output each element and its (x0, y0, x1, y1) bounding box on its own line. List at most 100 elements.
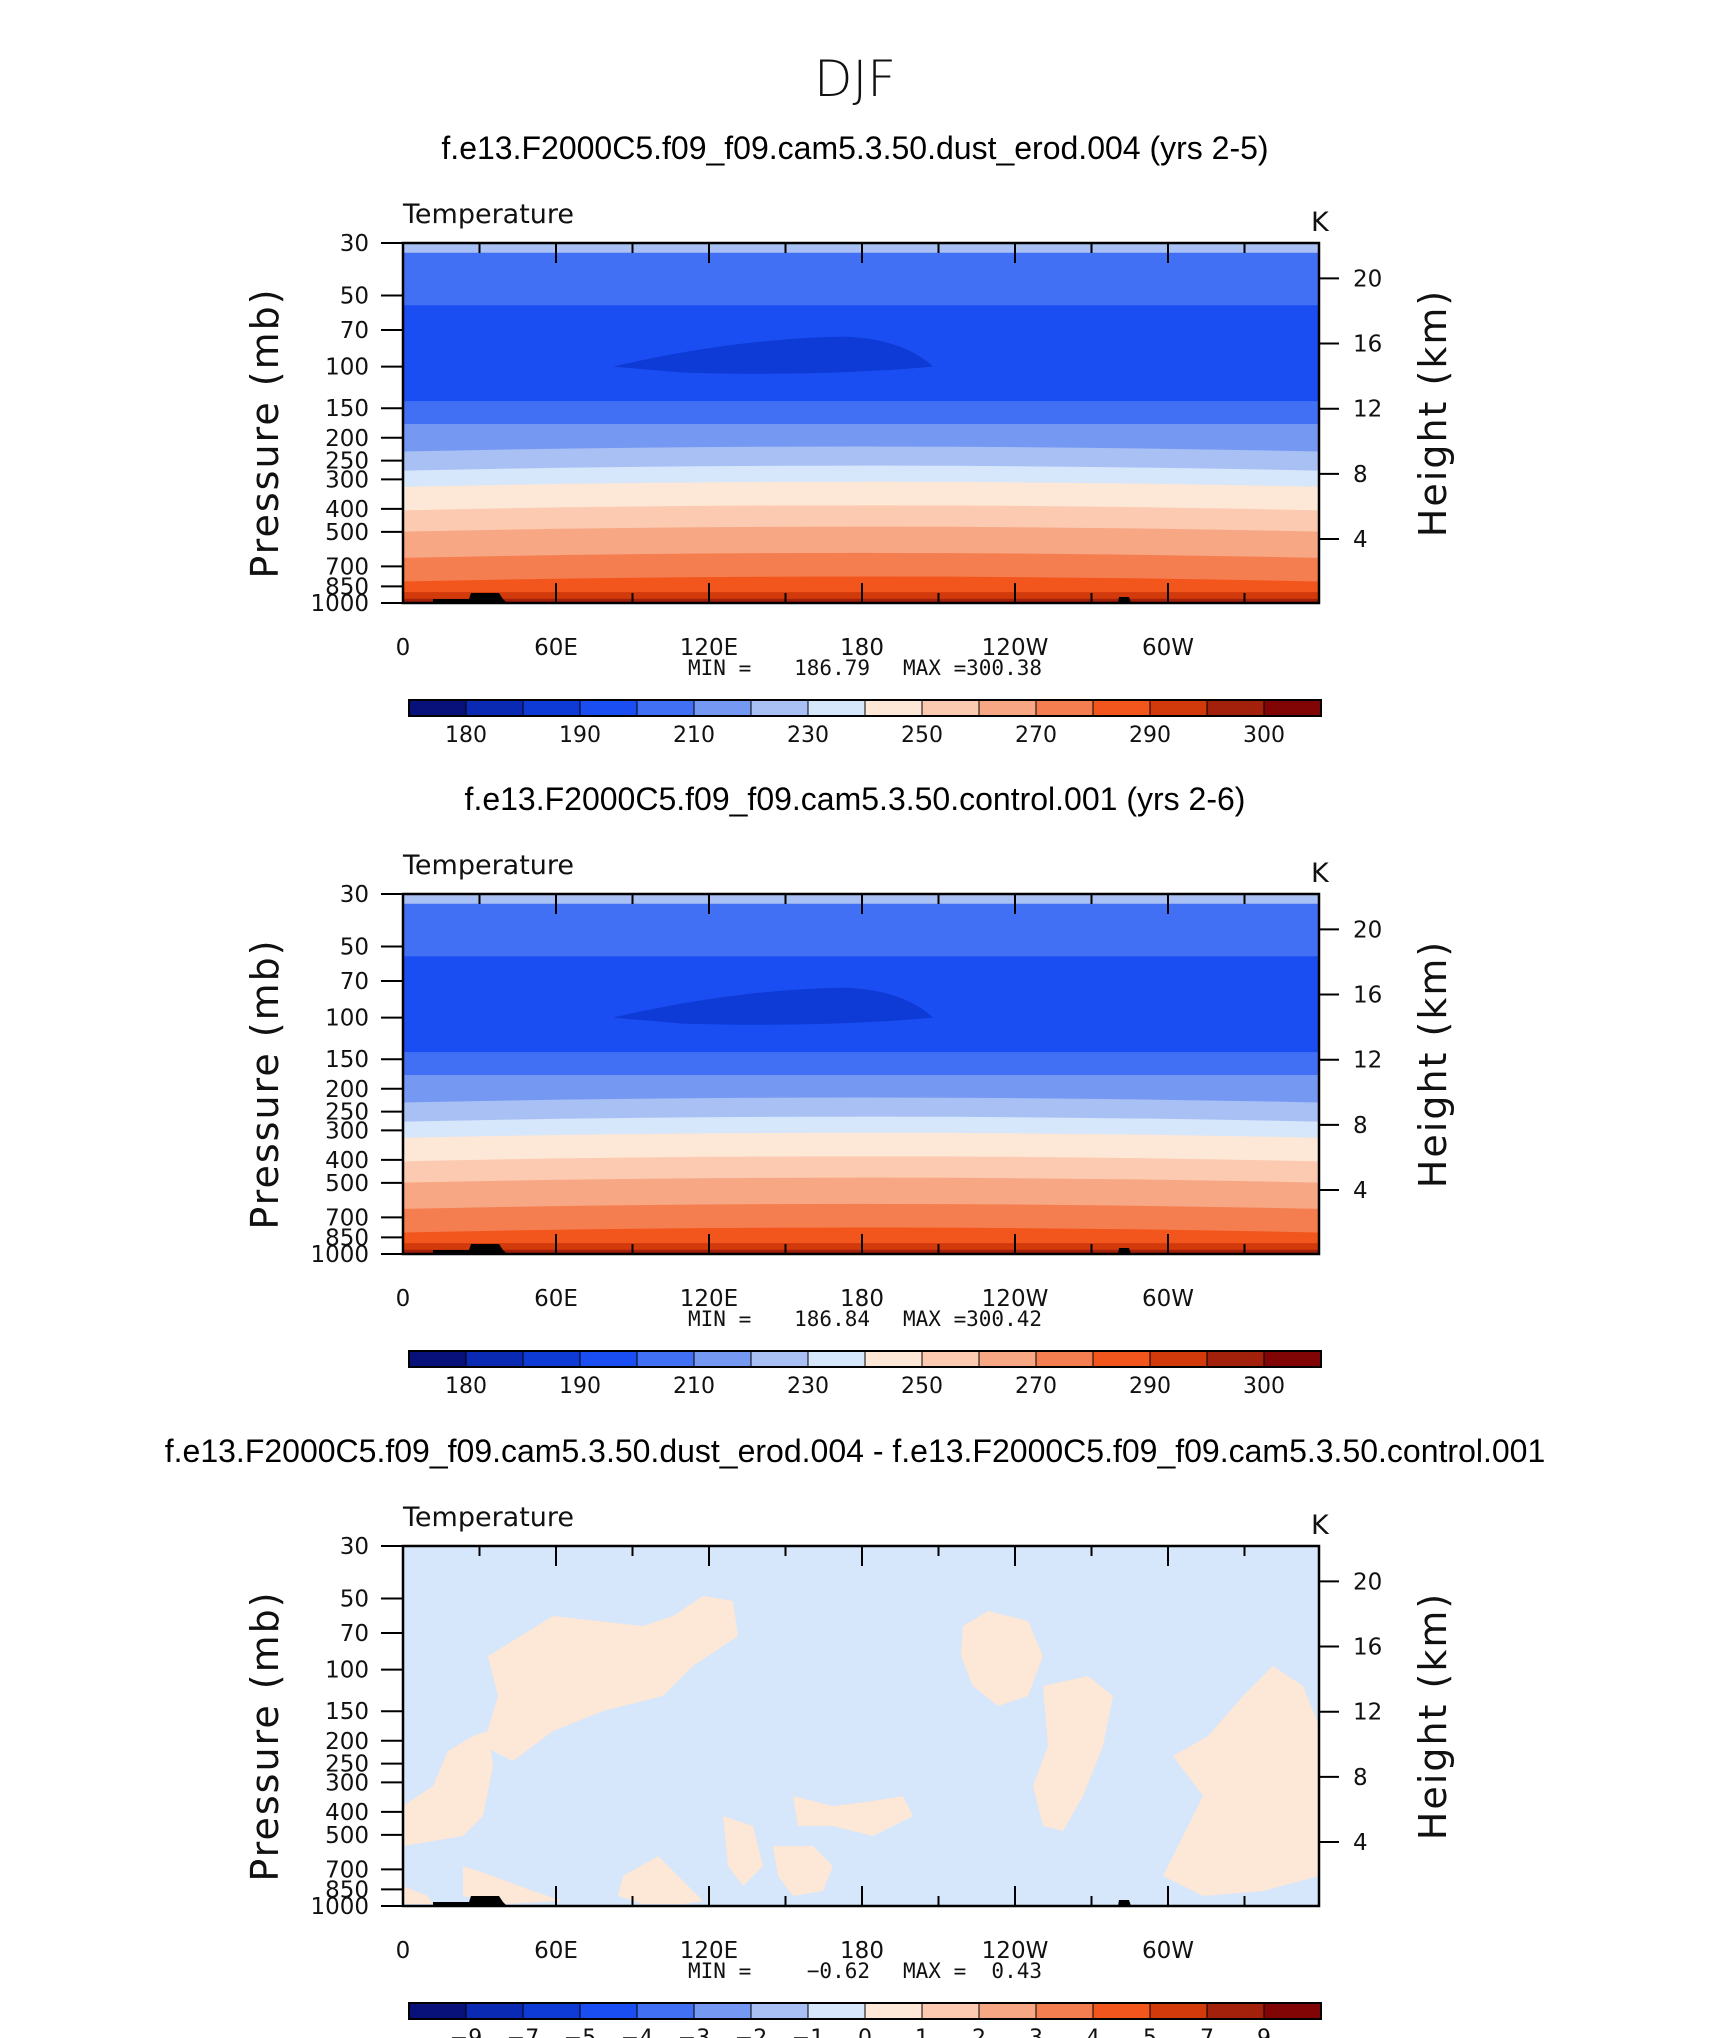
temp-band (403, 1132, 1319, 1164)
max-value: 300.38 (966, 656, 1042, 680)
colorbar-swatch (864, 2002, 923, 2020)
colorbar-swatch (579, 699, 638, 717)
colorbar-label: 4 (1086, 2026, 1100, 2038)
y-tick-label: 50 (340, 283, 369, 309)
y-tick-label: 70 (340, 969, 369, 995)
colorbar-label: 230 (787, 1374, 829, 1399)
colorbar-swatch (978, 1350, 1037, 1368)
temp-band (403, 903, 1319, 963)
colorbar-swatch (864, 1350, 923, 1368)
y-axis-title: Pressure (mb) (243, 938, 287, 1229)
diff-blob (403, 1731, 493, 1846)
colorbar-label: 3 (1029, 2026, 1043, 2038)
y2-tick-label: 12 (1353, 1700, 1382, 1726)
colorbar-frame (408, 1350, 1322, 1368)
colorbar-swatch (978, 699, 1037, 717)
colorbar-swatch (1206, 699, 1265, 717)
y-tick-label: 30 (340, 882, 369, 908)
colorbar-swatch (579, 2002, 638, 2020)
colorbar-label: 1 (915, 2026, 929, 2038)
x-tick-label: 120W (982, 1938, 1049, 1964)
y-tick-label: 150 (325, 1699, 369, 1725)
diff-blob (1163, 1666, 1319, 1896)
temp-band (403, 481, 1319, 513)
y2-axis-title: Height (km) (1411, 940, 1455, 1188)
colorbar-label: 2 (972, 2026, 986, 2038)
colorbar-label: 5 (1143, 2026, 1157, 2038)
colorbar-swatch (522, 699, 581, 717)
temp-band (403, 1052, 1319, 1082)
temp-band (403, 552, 1319, 584)
y2-tick-label: 20 (1353, 1569, 1382, 1595)
y-tick-label: 70 (340, 318, 369, 344)
y2-tick-label: 12 (1353, 1048, 1382, 1074)
colorbar-label: 210 (673, 1374, 715, 1399)
min-label: MIN = (688, 656, 751, 680)
temp-band (403, 505, 1319, 534)
panel-field (403, 894, 1319, 1254)
colorbar-label: 9 (1257, 2026, 1271, 2038)
temp-band (403, 1203, 1319, 1235)
land-mask (1118, 1900, 1131, 1906)
temp-band (403, 465, 1319, 489)
colorbar-label: 230 (787, 723, 829, 748)
y-tick-label: 50 (340, 1586, 369, 1612)
colorbar-swatch (978, 2002, 1037, 2020)
colorbar-swatch (1092, 2002, 1151, 2020)
y-tick-label: 700 (325, 1205, 369, 1231)
y-tick-label: 200 (325, 426, 369, 452)
panel-3: f.e13.F2000C5.f09_f09.cam5.3.50.dust_ero… (165, 1433, 1546, 2038)
colorbar-frame (408, 699, 1322, 717)
x-tick-label: 120E (680, 1286, 738, 1312)
x-tick-label: 60E (534, 1938, 578, 1964)
y2-axis-title: Height (km) (1411, 1592, 1455, 1840)
colorbar-label: −2 (735, 2026, 767, 2038)
colorbar-label: 190 (559, 1374, 601, 1399)
colorbar-label: 0 (858, 2026, 872, 2038)
y-tick-label: 100 (325, 355, 369, 381)
diff-blob (483, 1596, 738, 1761)
colorbar-swatch (921, 699, 980, 717)
colorbar-label: 290 (1129, 723, 1171, 748)
panel-left-label: Temperature (402, 850, 574, 881)
colorbar-swatch (864, 699, 923, 717)
y-tick-label: 150 (325, 1047, 369, 1073)
x-tick-label: 0 (396, 1286, 411, 1312)
colorbar-swatch (921, 2002, 980, 2020)
y-tick-label: 30 (340, 1534, 369, 1560)
y-tick-label: 50 (340, 934, 369, 960)
y-tick-label: 250 (325, 449, 369, 475)
y-tick-label: 500 (325, 1823, 369, 1849)
colorbar-label: 190 (559, 723, 601, 748)
x-tick-label: 0 (396, 635, 411, 661)
colorbar-swatch (1092, 699, 1151, 717)
y2-tick-label: 8 (1353, 1765, 1368, 1791)
max-value: 300.42 (966, 1307, 1042, 1331)
colorbar-frame (408, 2002, 1322, 2020)
colorbar-swatch (1263, 699, 1322, 717)
x-tick-label: 60E (534, 635, 578, 661)
colorbar-swatch (1035, 2002, 1094, 2020)
min-value: 186.79 (794, 656, 870, 680)
colorbar-swatch (1035, 1350, 1094, 1368)
y-tick-label: 850 (325, 1877, 369, 1903)
temp-band (403, 1116, 1319, 1140)
x-tick-label: 60W (1142, 1286, 1194, 1312)
y-axis-title: Pressure (mb) (243, 1590, 287, 1881)
diff-blob (961, 1611, 1043, 1706)
colorbar-label: −5 (564, 2026, 596, 2038)
colorbar-swatch (1149, 1350, 1208, 1368)
max-label: MAX = (903, 1307, 966, 1331)
y2-tick-label: 16 (1353, 1635, 1382, 1661)
colorbar-label: 250 (901, 723, 943, 748)
min-value: −0.62 (807, 1959, 870, 1983)
colorbar-swatch (1092, 1350, 1151, 1368)
diff-blob (618, 1856, 703, 1904)
x-tick-label: 120E (680, 1938, 738, 1964)
min-value: 186.84 (794, 1307, 870, 1331)
colorbar-label: 210 (673, 723, 715, 748)
temp-band (403, 446, 1319, 473)
y-tick-label: 300 (325, 1118, 369, 1144)
y-tick-label: 1000 (310, 591, 369, 617)
y2-tick-label: 8 (1353, 1113, 1368, 1139)
